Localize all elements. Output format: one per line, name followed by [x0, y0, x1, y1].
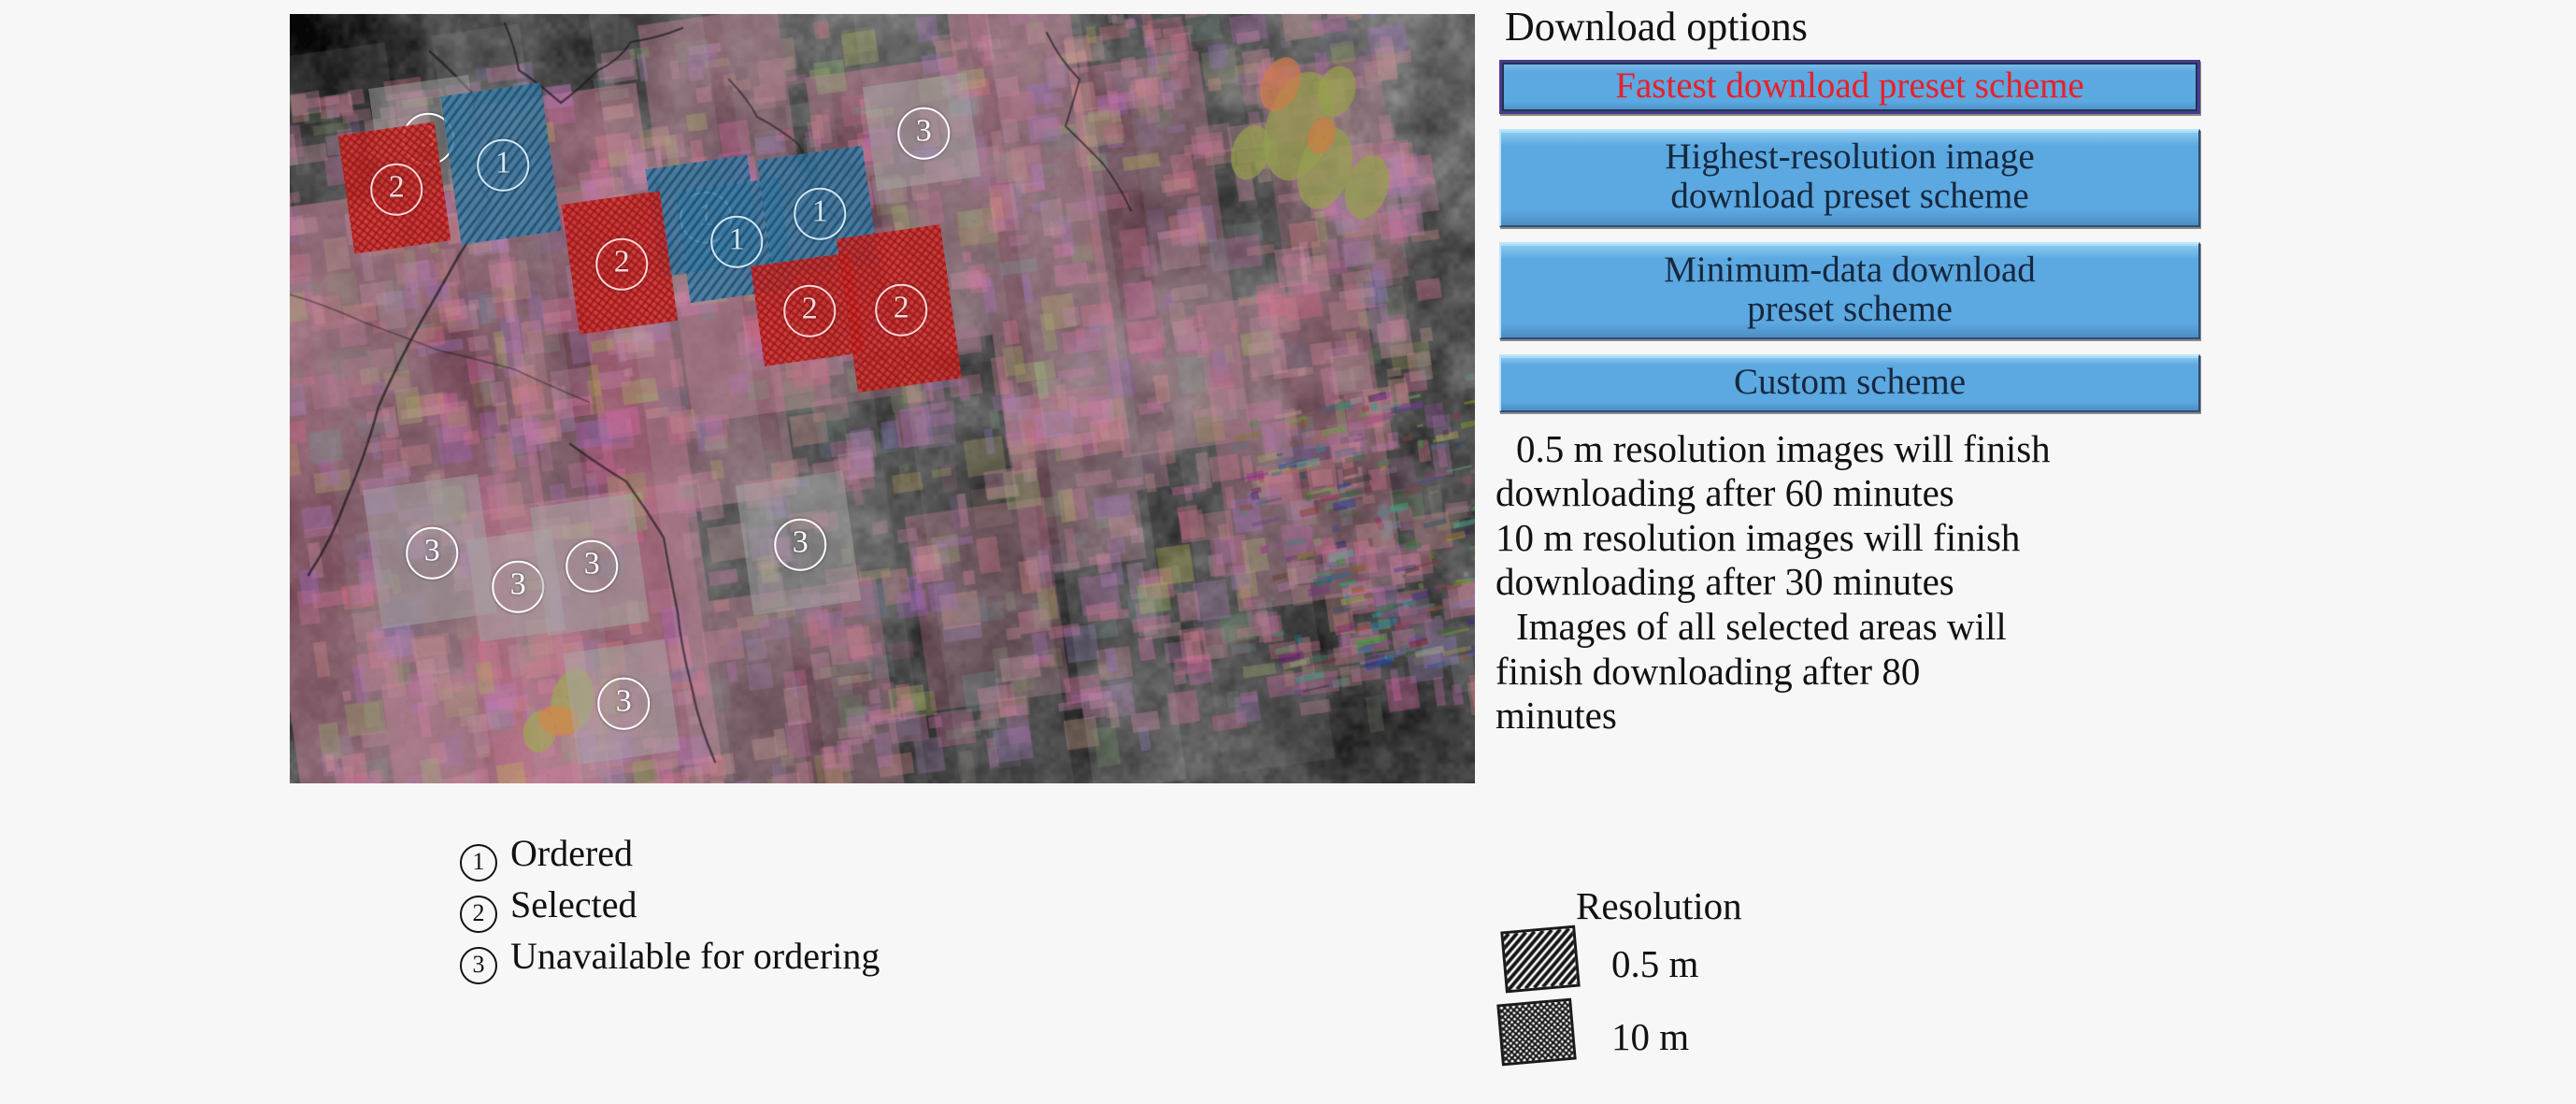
map-tile-t13-status-3[interactable]: 3 — [529, 494, 651, 636]
legend-label-selected: Selected — [510, 883, 637, 926]
legend-item-selected: 2 Selected — [460, 879, 1208, 934]
swatch-cross-hatch-icon — [1496, 997, 1577, 1067]
map-tile-t14-status-3[interactable]: 3 — [735, 470, 862, 616]
legend-item-ordered: 1 Ordered — [460, 827, 1208, 882]
download-options-panel: Download options Fastest download preset… — [1496, 4, 2542, 1104]
map-tile-t3-status-1[interactable]: 1 — [440, 82, 562, 245]
legend-label-unavailable: Unavailable for ordering — [510, 935, 880, 978]
swatch-diagonal-hatch-icon — [1500, 925, 1581, 994]
tile-hatch-pattern-icon — [735, 470, 862, 616]
resolution-legend-title: Resolution — [1576, 884, 1742, 927]
preset-button-fastest-download[interactable]: Fastest download preset scheme — [1499, 60, 2200, 115]
download-estimate-notes: 0.5 m resolution images will finish down… — [1496, 427, 2542, 738]
note-line-6: finish downloading after 80 — [1496, 649, 1921, 693]
preset-button-minimum-data[interactable]: Minimum-data download preset scheme — [1499, 241, 2200, 339]
map-tile-t10-status-2[interactable]: 2 — [836, 224, 963, 393]
map-tile-t15-status-3[interactable]: 3 — [563, 638, 680, 766]
tile-hatch-pattern-icon — [337, 122, 451, 254]
tile-hatch-pattern-icon — [529, 494, 651, 636]
note-line-2: downloading after 60 minutes — [1496, 471, 1954, 515]
map-tile-t2-status-2[interactable]: 2 — [337, 122, 451, 254]
page-title: Download options — [1505, 4, 1808, 50]
note-line-7: minutes — [1496, 694, 1617, 738]
note-line-4: downloading after 30 minutes — [1496, 560, 1954, 604]
resolution-label-half-meter: 0.5 m — [1611, 942, 1699, 985]
note-line-1: 0.5 m resolution images will finish — [1516, 426, 2051, 470]
satellite-map-panel[interactable]: 321311122233333 — [290, 14, 1475, 783]
legend-label-ordered: Ordered — [510, 832, 634, 874]
resolution-label-ten-meter: 10 m — [1611, 1015, 1690, 1058]
tile-hatch-pattern-icon — [440, 82, 562, 245]
circled-number-2-icon: 2 — [460, 896, 497, 934]
preset-button-fastest-download-label: Fastest download preset scheme — [1615, 65, 2084, 107]
preset-button-minimum-data-label: Minimum-data download preset scheme — [1664, 249, 2036, 329]
map-tile-t4-status-3[interactable]: 3 — [862, 72, 981, 192]
map-tile-t8-status-2[interactable]: 2 — [561, 191, 679, 335]
tile-hatch-pattern-icon — [862, 72, 981, 192]
legend-item-unavailable: 3 Unavailable for ordering — [460, 930, 1208, 985]
preset-button-custom-scheme[interactable]: Custom scheme — [1499, 353, 2200, 412]
preset-button-highest-resolution[interactable]: Highest-resolution image download preset … — [1499, 129, 2200, 227]
tile-hatch-pattern-icon — [563, 638, 680, 766]
note-line-5: Images of all selected areas will — [1516, 605, 2007, 649]
note-line-3: 10 m resolution images will finish — [1496, 515, 2021, 559]
map-status-legend: 1 Ordered 2 Selected 3 Unavailable for o… — [460, 827, 1208, 985]
circled-number-3-icon: 3 — [460, 947, 497, 985]
tile-hatch-pattern-icon — [561, 191, 679, 335]
preset-button-highest-resolution-label: Highest-resolution image download preset … — [1665, 136, 2035, 217]
preset-button-custom-scheme-label: Custom scheme — [1733, 361, 1967, 402]
circled-number-1-icon: 1 — [460, 844, 497, 882]
tile-hatch-pattern-icon — [836, 224, 963, 393]
